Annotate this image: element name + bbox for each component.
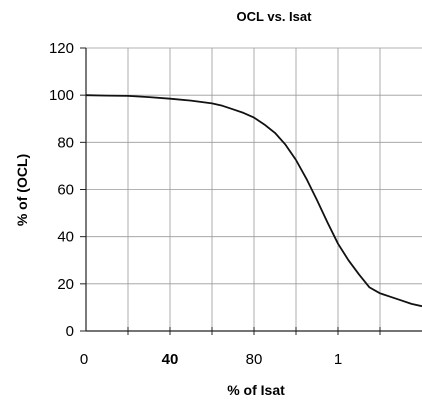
y-axis-label: % of (OCL) xyxy=(14,154,30,226)
x-axis-ticks: 0 40 80 1 xyxy=(80,327,381,368)
grid-lines xyxy=(86,47,422,331)
chart-title: OCL vs. Isat xyxy=(237,9,313,24)
x-tick-label-1: 40 xyxy=(162,351,179,368)
x-axis-label: % of Isat xyxy=(227,382,285,398)
y-tick-label-3: 60 xyxy=(57,182,74,199)
x-tick-label-2: 80 xyxy=(246,351,263,368)
series-line-0 xyxy=(85,94,422,308)
y-tick-label-5: 100 xyxy=(49,87,74,104)
y-tick-label-4: 80 xyxy=(57,134,74,151)
x-tick-label-0: 0 xyxy=(80,351,88,368)
y-tick-label-0: 0 xyxy=(66,323,74,340)
y-axis-ticks: 0 20 40 60 80 100 120 xyxy=(49,40,86,340)
x-tick-label-3: 1 xyxy=(334,351,342,368)
series-group xyxy=(85,94,422,308)
y-tick-label-2: 40 xyxy=(57,229,74,246)
y-tick-label-6: 120 xyxy=(49,40,74,57)
y-tick-label-1: 20 xyxy=(57,276,74,293)
